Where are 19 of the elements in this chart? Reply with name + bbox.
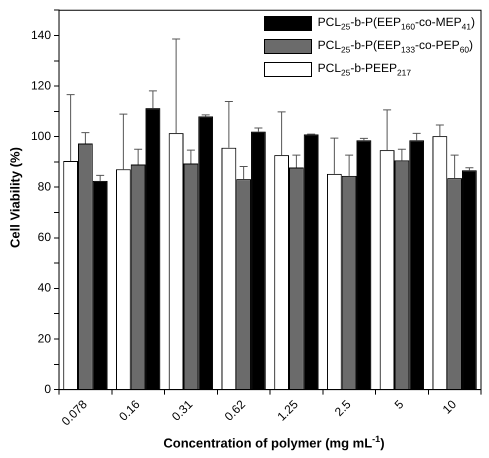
x-tick-label: 5 bbox=[392, 397, 407, 412]
y-tick-label: 60 bbox=[38, 230, 52, 244]
x-tick-label: 10 bbox=[440, 397, 460, 417]
x-tick-label: 0.31 bbox=[168, 397, 196, 424]
legend-label: PCL$_{25}$-b-P(EEP$_{133}$-co-PEP$_{60}$) bbox=[318, 38, 474, 55]
y-tick-label: 100 bbox=[30, 128, 52, 143]
x-axis-title: Concentration of polymer (mg mL$^{-1}$) bbox=[162, 434, 386, 450]
y-tick-label: 120 bbox=[30, 78, 52, 92]
y-tick-label: 0 bbox=[44, 382, 52, 396]
y-tick-label: 40 bbox=[38, 280, 52, 295]
x-tick-label: 0.62 bbox=[222, 397, 248, 424]
y-tick-label: 140 bbox=[30, 28, 52, 42]
x-tick-label: 0.16 bbox=[116, 397, 143, 424]
legend-label: PCL$_{25}$-b-PEEP$_{217}$ bbox=[318, 61, 411, 78]
y-axis-title: Cell Viability (%) bbox=[8, 146, 22, 250]
legend-label: PCL$_{25}$-b-P(EEP$_{160}$-co-MEP$_{41}$) bbox=[318, 15, 475, 32]
y-tick-label: 20 bbox=[38, 331, 52, 346]
y-tick-label: 80 bbox=[38, 180, 52, 194]
x-tick-label: 2.5 bbox=[332, 397, 354, 419]
